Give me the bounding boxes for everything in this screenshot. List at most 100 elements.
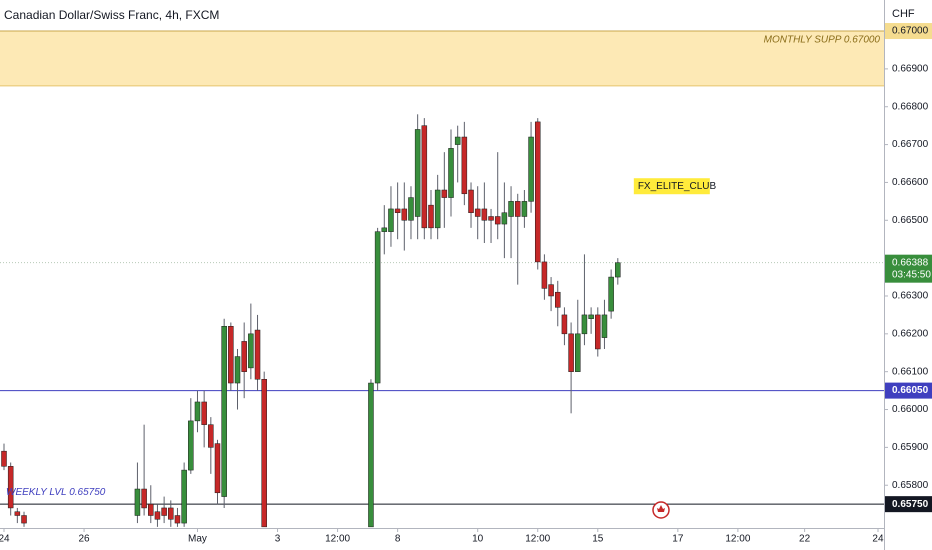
candle-body bbox=[1, 450, 7, 467]
level-price-label: 0.65750 bbox=[892, 499, 929, 510]
candle-body bbox=[414, 129, 421, 217]
candle-body bbox=[434, 189, 441, 229]
y-tick-label: 0.66300 bbox=[892, 291, 929, 302]
candle-body bbox=[188, 420, 194, 471]
candle-body bbox=[541, 261, 548, 289]
plot-area bbox=[0, 30, 884, 528]
last-price-box bbox=[885, 254, 932, 283]
last-price-label: 0.66388 bbox=[892, 257, 929, 268]
candle-body bbox=[201, 401, 207, 425]
level-text: WEEKLY LVL 0.65750 bbox=[6, 487, 106, 498]
candle-body bbox=[381, 227, 388, 232]
candle-body bbox=[448, 148, 454, 198]
y-tick-label: 0.66900 bbox=[892, 64, 929, 75]
candle-body bbox=[508, 201, 514, 217]
candle-body bbox=[134, 488, 141, 516]
x-tick-label: 24 bbox=[0, 534, 10, 545]
candle-body bbox=[7, 466, 14, 509]
x-tick-label: 10 bbox=[472, 534, 484, 545]
candle-body bbox=[14, 511, 21, 516]
candle-body bbox=[474, 208, 481, 217]
candle-body bbox=[608, 276, 614, 312]
event-icon bbox=[652, 501, 670, 519]
countdown-label: 03:45:50 bbox=[892, 269, 931, 280]
x-tick-label: 12:00 bbox=[525, 534, 550, 545]
candle-body bbox=[374, 231, 381, 384]
zone-price-box bbox=[885, 23, 932, 40]
candle-body bbox=[248, 333, 254, 369]
zone-price-label: 0.67000 bbox=[892, 26, 929, 37]
candle-body bbox=[241, 341, 247, 372]
candle-body bbox=[208, 424, 214, 448]
y-tick-label: 0.66500 bbox=[892, 215, 929, 226]
candle-body bbox=[234, 356, 241, 384]
x-tick-label: 8 bbox=[395, 534, 401, 545]
currency-label: CHF bbox=[892, 8, 915, 20]
level-price-box bbox=[885, 382, 932, 399]
x-tick-label: 26 bbox=[79, 534, 91, 545]
candle-body bbox=[214, 443, 221, 494]
candle-body bbox=[21, 515, 27, 524]
x-tick-label: 12:00 bbox=[325, 534, 350, 545]
x-tick-label: 17 bbox=[672, 534, 684, 545]
x-tick-label: 22 bbox=[799, 534, 811, 545]
candle-body bbox=[548, 284, 554, 297]
candle-body bbox=[401, 208, 408, 221]
candle-body bbox=[254, 329, 261, 380]
candle-body bbox=[454, 136, 461, 145]
level-price-box bbox=[885, 496, 932, 513]
candle-body bbox=[561, 314, 568, 335]
y-tick-label: 0.66200 bbox=[892, 328, 929, 339]
y-tick-label: 0.66800 bbox=[892, 101, 929, 112]
candle-body bbox=[501, 212, 508, 225]
y-tick-label: 0.65900 bbox=[892, 442, 929, 453]
candle-body bbox=[615, 262, 621, 278]
candle-body bbox=[174, 515, 181, 524]
candle-body bbox=[468, 189, 474, 213]
candle-body bbox=[461, 136, 468, 195]
candle-body bbox=[368, 382, 374, 528]
candle-body bbox=[601, 314, 608, 338]
candle-body bbox=[528, 136, 534, 202]
candle-body bbox=[228, 326, 234, 384]
candle-body bbox=[168, 507, 174, 520]
candle-body bbox=[194, 401, 201, 422]
candle-body bbox=[261, 379, 267, 528]
candle-body bbox=[575, 333, 581, 372]
x-tick-label: 3 bbox=[275, 534, 281, 545]
candle-body bbox=[555, 291, 561, 308]
candle-body bbox=[521, 201, 528, 217]
candle-body bbox=[394, 208, 401, 213]
level-price-label: 0.66050 bbox=[892, 385, 929, 396]
candle-body bbox=[148, 503, 154, 516]
x-tick-label: 24 bbox=[872, 534, 884, 545]
supply-zone bbox=[0, 31, 884, 86]
y-tick-label: 0.65800 bbox=[892, 480, 929, 491]
y-tick-label: 0.66700 bbox=[892, 139, 929, 150]
candle-body bbox=[141, 488, 147, 509]
candle-body bbox=[441, 189, 448, 198]
y-tick-label: 0.66600 bbox=[892, 177, 929, 188]
candle-body bbox=[428, 204, 434, 229]
x-tick-label: May bbox=[188, 534, 207, 545]
chart-title: Canadian Dollar/Swiss Franc, 4h, FXCM bbox=[4, 8, 219, 22]
annotation-box bbox=[633, 178, 710, 195]
candle-body bbox=[221, 326, 227, 497]
candle-body bbox=[568, 333, 574, 372]
candle-body bbox=[588, 314, 594, 319]
candle-body bbox=[481, 208, 488, 221]
zone-text: MONTHLY SUPP 0.67000 bbox=[764, 35, 881, 46]
x-tick-label: 12:00 bbox=[725, 534, 750, 545]
candle-body bbox=[388, 208, 394, 232]
candle-body bbox=[421, 125, 428, 229]
y-tick-label: 0.66100 bbox=[892, 366, 929, 377]
x-tick-label: 15 bbox=[592, 534, 604, 545]
annotation-text: FX_ELITE_CLUB bbox=[638, 181, 717, 192]
candle-body bbox=[514, 201, 521, 217]
candle-body bbox=[494, 216, 501, 225]
candle-body bbox=[154, 511, 161, 520]
candle-body bbox=[595, 314, 601, 350]
y-tick-label: 0.66000 bbox=[892, 404, 929, 415]
candle-body bbox=[581, 314, 588, 335]
